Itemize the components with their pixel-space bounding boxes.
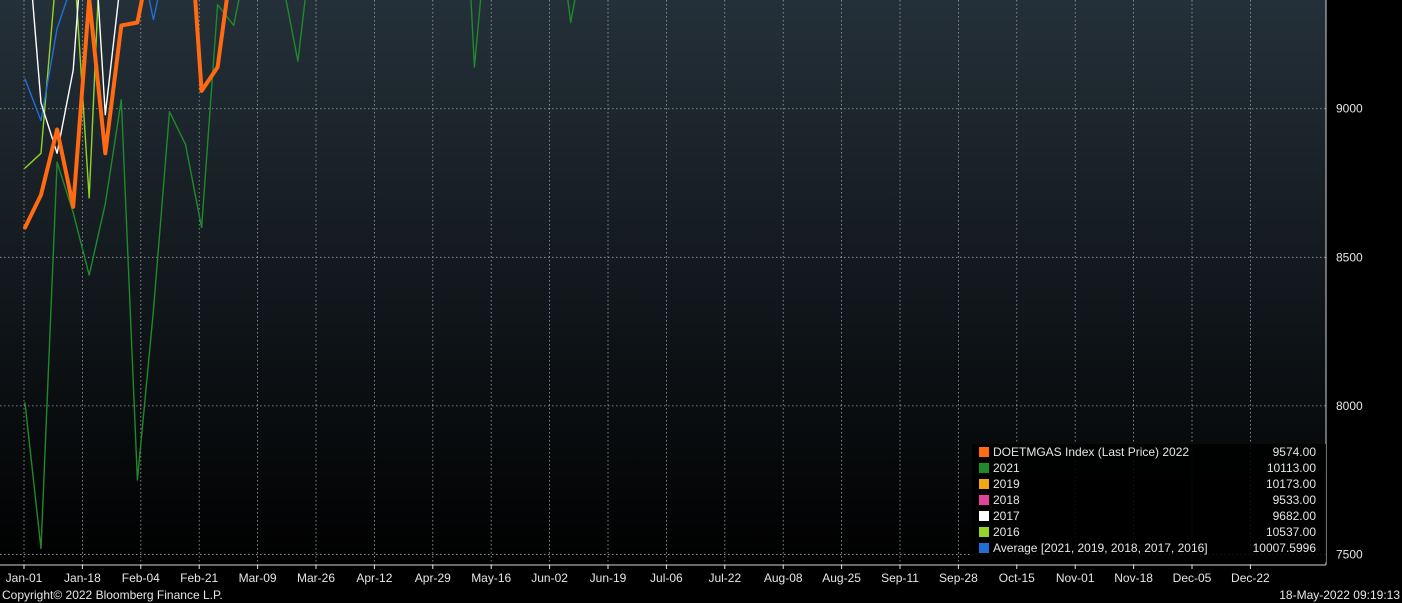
- x-tick-label: Mar-09: [239, 571, 277, 585]
- legend-value: 10537.00: [1266, 524, 1316, 540]
- legend-value: 10113.00: [1267, 460, 1316, 476]
- legend-label: 2021: [993, 460, 1020, 476]
- x-tick-label: Aug-25: [822, 571, 861, 585]
- legend-item: 2016 10537.00: [972, 524, 1326, 540]
- x-tick-label: Oct-15: [999, 571, 1035, 585]
- legend-swatch: [979, 447, 989, 457]
- legend-item: 2019 10173.00: [972, 476, 1326, 492]
- x-tick-label: Sep-28: [939, 571, 978, 585]
- x-tick-label: Nov-18: [1114, 571, 1153, 585]
- copyright-text: Copyright© 2022 Bloomberg Finance L.P.: [2, 588, 223, 602]
- y-tick-label: 8500: [1336, 250, 1363, 264]
- legend-value: 9574.00: [1273, 444, 1316, 460]
- legend-swatch: [979, 479, 989, 489]
- x-tick-label: Aug-08: [764, 571, 803, 585]
- legend-item: DOETMGAS Index (Last Price) 2022 9574.00: [972, 444, 1326, 460]
- x-tick-label: Dec-22: [1231, 571, 1270, 585]
- legend-swatch: [979, 543, 989, 553]
- legend-label: 2018: [993, 492, 1020, 508]
- x-tick-label: Apr-29: [415, 571, 451, 585]
- legend-label: 2017: [993, 508, 1020, 524]
- legend-label: 2019: [993, 476, 1020, 492]
- x-tick-label: May-16: [471, 571, 511, 585]
- legend-value: 10007.5996: [1253, 540, 1316, 556]
- y-tick-label: 7500: [1336, 547, 1363, 561]
- legend-item: 2021 10113.00: [972, 460, 1326, 476]
- x-tick-label: Jul-06: [650, 571, 683, 585]
- legend-value: 10173.00: [1266, 476, 1316, 492]
- legend-item: Average [2021, 2019, 2018, 2017, 2016] 10…: [972, 540, 1326, 556]
- y-tick-label: 8000: [1336, 399, 1363, 413]
- footer: Copyright© 2022 Bloomberg Finance L.P. 1…: [0, 587, 1402, 603]
- legend: DOETMGAS Index (Last Price) 2022 9574.00 2…: [972, 444, 1326, 562]
- legend-item: 2017 9682.00: [972, 508, 1326, 524]
- legend-value: 9533.00: [1273, 492, 1316, 508]
- legend-swatch: [979, 527, 989, 537]
- legend-label: DOETMGAS Index (Last Price) 2022: [993, 444, 1189, 460]
- legend-swatch: [979, 463, 989, 473]
- x-tick-label: Jun-19: [590, 571, 627, 585]
- legend-swatch: [979, 495, 989, 505]
- legend-label: Average [2021, 2019, 2018, 2017, 2016]: [993, 540, 1208, 556]
- x-tick-label: Jan-01: [6, 571, 43, 585]
- x-tick-label: Sep-11: [881, 571, 919, 585]
- legend-swatch: [979, 511, 989, 521]
- x-tick-label: Feb-04: [122, 571, 160, 585]
- legend-label: 2016: [993, 524, 1020, 540]
- x-tick-label: Apr-12: [356, 571, 392, 585]
- x-tick-label: Jul-22: [708, 571, 741, 585]
- x-tick-label: Nov-01: [1056, 571, 1095, 585]
- timestamp-text: 18-May-2022 09:19:13: [1279, 588, 1400, 602]
- x-tick-label: Dec-05: [1173, 571, 1212, 585]
- y-tick-label: 9000: [1336, 102, 1363, 116]
- x-tick-label: Mar-26: [297, 571, 335, 585]
- x-tick-label: Feb-21: [180, 571, 218, 585]
- legend-item: 2018 9533.00: [972, 492, 1326, 508]
- x-tick-label: Jun-02: [531, 571, 568, 585]
- x-tick-label: Jan-18: [64, 571, 101, 585]
- legend-value: 9682.00: [1273, 508, 1316, 524]
